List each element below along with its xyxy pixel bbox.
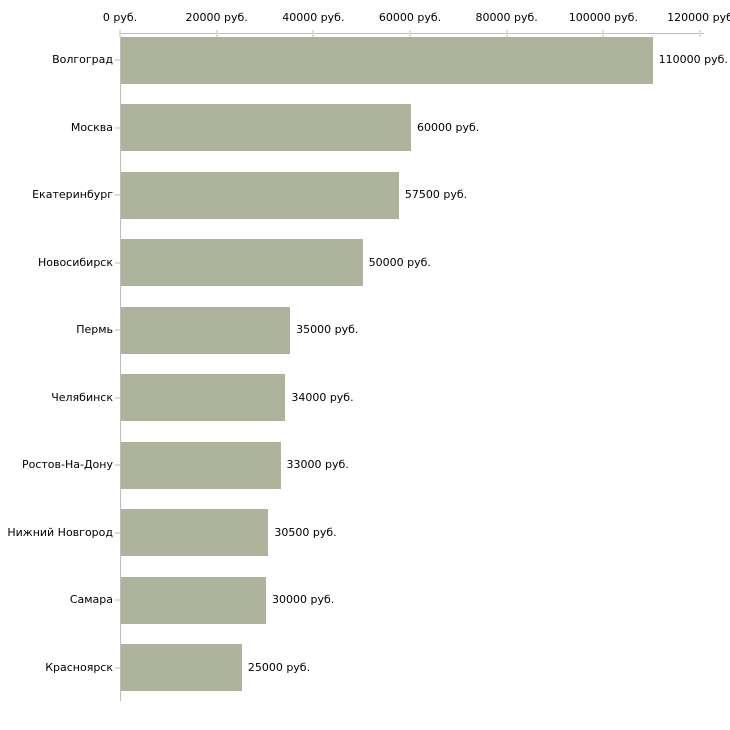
value-label: 57500 руб. (404, 188, 468, 201)
bar (121, 36, 653, 84)
category-label: Челябинск (51, 390, 113, 404)
x-axis-tick (602, 30, 605, 37)
y-axis-tick (115, 464, 120, 466)
value-label: 30500 руб. (274, 525, 337, 539)
x-axis-tick-label: 100000 руб. (568, 11, 638, 24)
category-label: Екатеринбург (32, 188, 113, 201)
bar (121, 239, 363, 286)
category-label: Москва (70, 120, 113, 134)
bar (121, 104, 411, 151)
value-label: 34000 руб. (291, 390, 354, 404)
y-axis-tick (115, 666, 120, 669)
category-label: Нижний Новгород (7, 525, 113, 539)
value-label: 30000 руб. (272, 593, 335, 606)
x-axis-tick (215, 30, 218, 37)
x-axis-line (120, 33, 704, 34)
category-label: Пермь (76, 323, 113, 336)
bar (121, 576, 266, 624)
bar (121, 374, 286, 421)
category-label: Волгоград (52, 53, 113, 66)
x-axis-tick (119, 30, 121, 37)
x-axis-tick-label: 60000 руб. (378, 11, 442, 24)
y-axis-tick (115, 329, 120, 331)
y-axis-tick (115, 59, 120, 61)
value-label: 25000 руб. (247, 660, 311, 674)
y-axis-tick (115, 599, 120, 601)
value-label: 50000 руб. (368, 255, 431, 269)
x-axis-tick (505, 30, 508, 37)
x-axis-tick-label: 40000 руб. (282, 11, 345, 24)
category-label: Самара (69, 593, 113, 606)
x-axis-tick-label: 0 руб. (102, 11, 138, 24)
bar (121, 644, 242, 691)
category-label: Новосибирск (37, 255, 113, 269)
value-label: 60000 руб. (417, 120, 480, 134)
x-axis-tick-label: 20000 руб. (185, 11, 248, 24)
bar (121, 441, 281, 489)
y-axis-tick (115, 531, 120, 534)
bar (121, 509, 269, 556)
value-label: 110000 руб. (658, 53, 728, 66)
bar (121, 306, 291, 354)
y-axis-line (120, 33, 121, 702)
bar (121, 171, 399, 219)
x-axis-tick (699, 30, 701, 37)
category-label: Красноярск (45, 660, 113, 674)
x-axis-tick (312, 30, 315, 37)
x-axis-tick (409, 30, 411, 37)
y-axis-tick (115, 126, 120, 129)
y-axis-tick (115, 261, 120, 264)
value-label: 35000 руб. (296, 323, 359, 336)
y-axis-tick (115, 396, 120, 399)
x-axis-tick-label: 120000 руб (667, 11, 730, 24)
value-label: 33000 руб. (286, 458, 349, 471)
y-axis-tick (115, 194, 120, 196)
x-axis-tick-label: 80000 руб. (475, 11, 538, 24)
category-label: Ростов-На-Дону (21, 458, 113, 471)
